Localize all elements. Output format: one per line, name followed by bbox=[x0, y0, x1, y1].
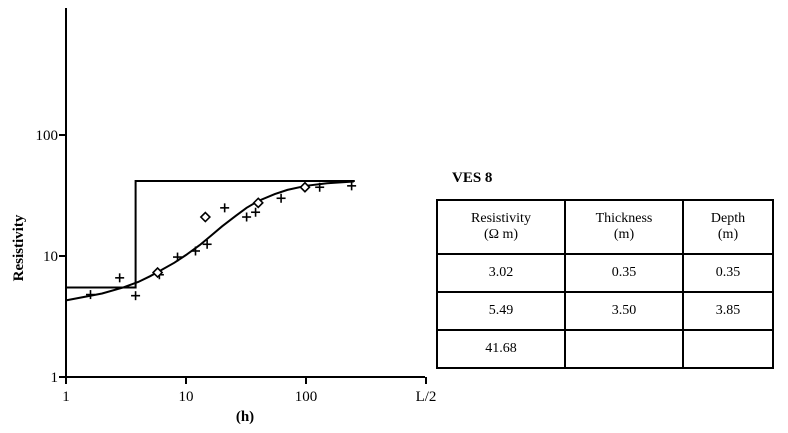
data-point-diamond bbox=[299, 181, 311, 193]
data-point-plus bbox=[276, 193, 286, 203]
cell-thickness: 3.50 bbox=[564, 291, 684, 331]
y-tick-label: 1 bbox=[51, 370, 59, 386]
data-point-plus bbox=[220, 203, 230, 213]
table-row: 5.49 3.50 3.85 bbox=[436, 291, 774, 331]
x-tick-label: 10 bbox=[179, 389, 194, 405]
x-axis-ticks: 1 10 100 L/2 bbox=[62, 377, 436, 405]
cell-depth: 0.35 bbox=[682, 253, 774, 293]
table-header-row: Resistivity (Ω m) Thickness (m) Depth (m… bbox=[436, 199, 774, 255]
data-point-plus bbox=[115, 273, 125, 283]
data-point-diamond bbox=[151, 266, 164, 279]
x-tick-label: L/2 bbox=[416, 389, 437, 405]
data-point-plus bbox=[173, 252, 183, 262]
cell-depth bbox=[682, 329, 774, 369]
table-row: 3.02 0.35 0.35 bbox=[436, 253, 774, 293]
header-thickness: Thickness (m) bbox=[564, 199, 684, 255]
table-title: VES 8 bbox=[452, 170, 493, 186]
cell-depth: 3.85 bbox=[682, 291, 774, 331]
data-point-plus bbox=[347, 181, 357, 191]
data-point-plus bbox=[242, 212, 252, 222]
data-point-plus bbox=[202, 239, 212, 249]
data-point-plus bbox=[251, 207, 261, 217]
table-row: 41.68 bbox=[436, 329, 774, 369]
chart-axes bbox=[65, 8, 425, 378]
x-tick-label: 100 bbox=[295, 389, 318, 405]
layer-results-table: Resistivity (Ω m) Thickness (m) Depth (m… bbox=[436, 199, 774, 369]
data-point-diamond bbox=[252, 197, 264, 209]
data-points bbox=[85, 181, 357, 301]
data-point-plus bbox=[131, 291, 141, 301]
x-axis-title: (h) bbox=[236, 409, 254, 425]
y-axis-ticks: 1 10 100 bbox=[36, 128, 66, 386]
cell-resistivity: 5.49 bbox=[436, 291, 566, 331]
y-tick-label: 10 bbox=[43, 249, 58, 265]
cell-resistivity: 3.02 bbox=[436, 253, 566, 293]
cell-thickness: 0.35 bbox=[564, 253, 684, 293]
data-point-diamond bbox=[199, 211, 211, 223]
data-point-plus bbox=[85, 290, 95, 300]
y-axis-title: Resistivity bbox=[11, 214, 27, 281]
header-resistivity: Resistivity (Ω m) bbox=[436, 199, 566, 255]
y-tick-label: 100 bbox=[36, 128, 59, 144]
x-tick-label: 1 bbox=[62, 389, 70, 405]
header-depth: Depth (m) bbox=[682, 199, 774, 255]
cell-resistivity: 41.68 bbox=[436, 329, 566, 369]
layer-model-line bbox=[66, 180, 355, 289]
data-point-plus bbox=[315, 182, 325, 192]
fitted-curve bbox=[65, 180, 354, 302]
cell-thickness bbox=[564, 329, 684, 369]
data-point-plus bbox=[191, 246, 201, 256]
